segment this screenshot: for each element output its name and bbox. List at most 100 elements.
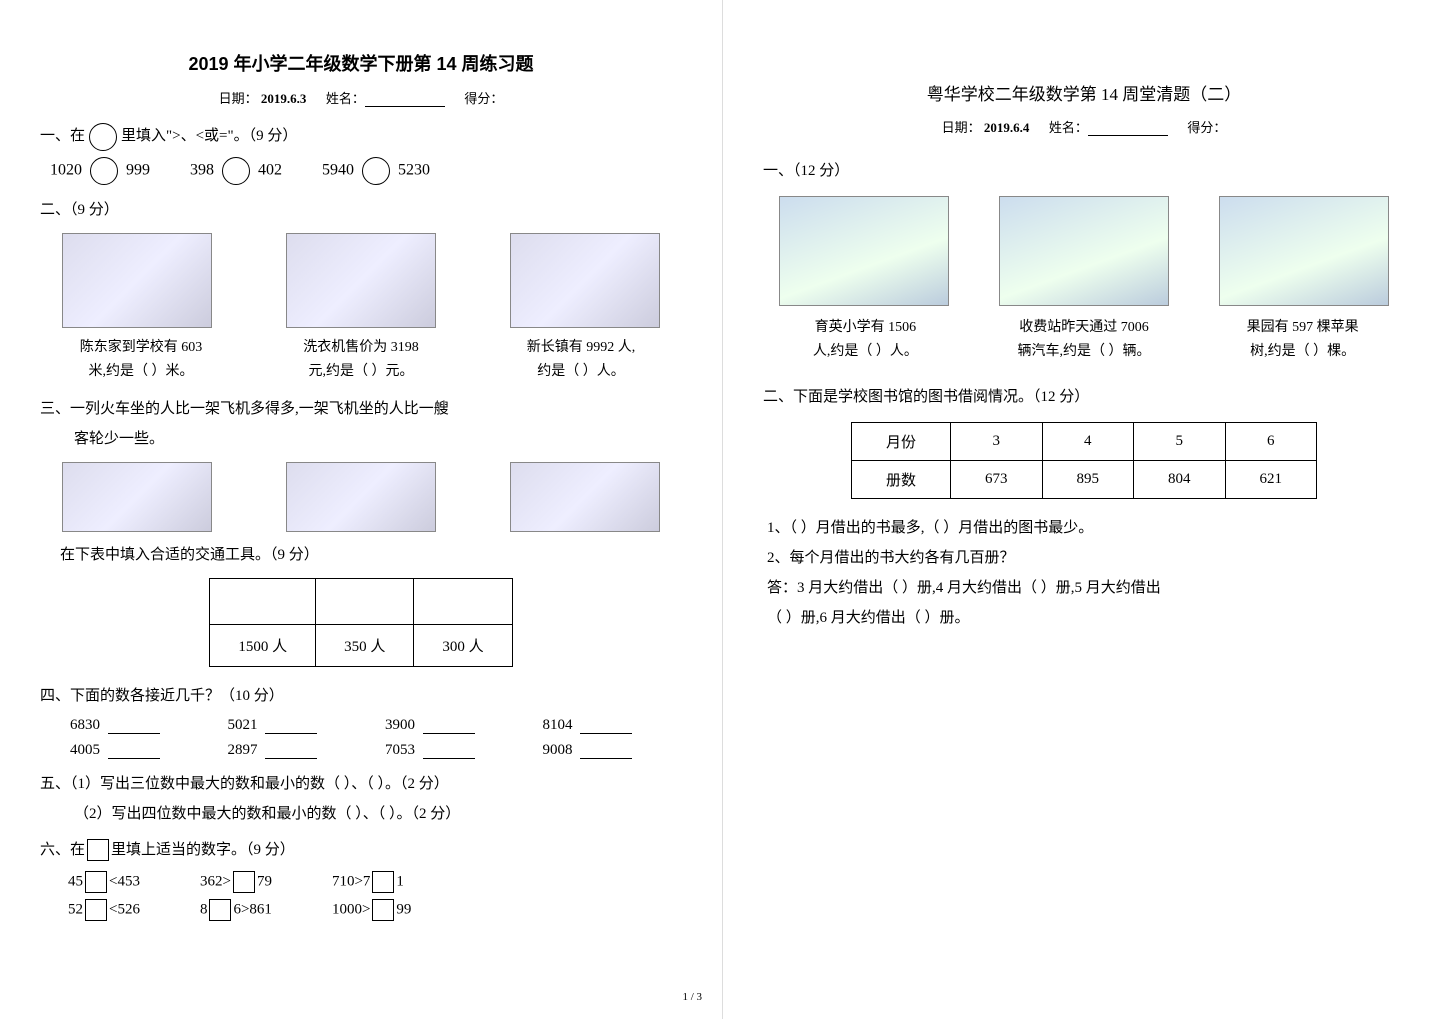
q1-a: 5940 <box>322 162 354 179</box>
cap-l1: 洗衣机售价为 3198 <box>260 336 462 360</box>
q4-item: 4005 <box>70 742 210 759</box>
q6-item: 52<526 <box>68 899 140 921</box>
cap-l2: 约是（ ）人。 <box>480 360 682 384</box>
image-ship <box>510 462 660 532</box>
cap-l2: 树,约是（ ）棵。 <box>1200 340 1405 364</box>
r-q1-images <box>763 196 1405 306</box>
ans-l1: 1、（ ）月借出的书最多,（ ）月借出的图书最少。 <box>767 513 1405 543</box>
compare-circle[interactable] <box>90 157 118 185</box>
q6-label-b: 里填上适当的数字。（9 分） <box>111 842 295 858</box>
q2-cap: 陈东家到学校有 603 米,约是（ ）米。 <box>40 336 242 384</box>
digit-box[interactable] <box>233 871 255 893</box>
q6-item: 1000>99 <box>332 899 411 921</box>
q2-cap: 洗衣机售价为 3198 元,约是（ ）元。 <box>260 336 462 384</box>
image-plane <box>286 462 436 532</box>
cap-l1: 果园有 597 棵苹果 <box>1200 316 1405 340</box>
library-table: 月份 3 4 5 6 册数 673 895 804 621 <box>851 422 1317 499</box>
score-label: 得分： <box>464 91 503 106</box>
cap-l2: 元,约是（ ）元。 <box>260 360 462 384</box>
q4-item: 8104 <box>543 717 683 734</box>
digit-box[interactable] <box>372 871 394 893</box>
fill-blank[interactable] <box>580 745 632 759</box>
q6-item: 362>79 <box>200 871 272 893</box>
cap-l1: 新长镇有 9992 人, <box>480 336 682 360</box>
name-label: 姓名： <box>326 91 365 106</box>
r-cap: 果园有 597 棵苹果 树,约是（ ）棵。 <box>1200 316 1405 364</box>
fill-blank[interactable] <box>265 745 317 759</box>
q3-l1: 三、一列火车坐的人比一架飞机多得多,一架飞机坐的人比一艘 <box>40 394 682 424</box>
q6-label-a: 六、在 <box>40 842 85 858</box>
q5-l1: （1）写出三位数中最大的数和最小的数（ ）、（ ）。（2 分） <box>70 776 449 792</box>
q4-item: 3900 <box>385 717 525 734</box>
q1-a: 398 <box>190 162 214 179</box>
r-q2-label: 二、下面是学校图书馆的图书借阅情况。（12 分） <box>763 382 1405 412</box>
left-page: 2019 年小学二年级数学下册第 14 周练习题 日期： 2019.6.3 姓名… <box>0 0 723 1019</box>
image-town <box>510 233 660 328</box>
r-q1-captions: 育英小学有 1506 人,约是（ ）人。 收费站昨天通过 7006 辆汽车,约是… <box>763 316 1405 364</box>
q4-num: 8104 <box>543 717 573 733</box>
q4-num: 2897 <box>228 742 258 758</box>
q1-b: 402 <box>258 162 282 179</box>
q5-l2: （2）写出四位数中最大的数和最小的数（ ）、（ ）。（2 分） <box>74 806 460 822</box>
image-school <box>62 233 212 328</box>
q4-item: 2897 <box>228 742 368 759</box>
fill-blank[interactable] <box>108 720 160 734</box>
th: 月份 <box>851 422 950 460</box>
q3-images <box>40 462 682 532</box>
digit-box[interactable] <box>85 899 107 921</box>
td: 804 <box>1134 460 1226 498</box>
q4-item: 7053 <box>385 742 525 759</box>
fill-blank[interactable] <box>265 720 317 734</box>
box-icon[interactable] <box>87 839 109 861</box>
q2-cap: 新长镇有 9992 人, 约是（ ）人。 <box>480 336 682 384</box>
r-cap: 收费站昨天通过 7006 辆汽车,约是（ ）辆。 <box>982 316 1187 364</box>
compare-circle[interactable] <box>222 157 250 185</box>
q1-item: 1020 999 <box>50 157 150 185</box>
td: 册数 <box>851 460 950 498</box>
right-page: 粤华学校二年级数学第 14 周堂清题（二） 日期： 2019.6.4 姓名： 得… <box>723 0 1445 1019</box>
q1-label-b: 里填入">、<或="。（9 分） <box>121 128 297 144</box>
image-tollgate <box>999 196 1169 306</box>
compare-circle[interactable] <box>362 157 390 185</box>
td: 673 <box>951 460 1043 498</box>
name-label: 姓名： <box>1049 120 1088 135</box>
cap-l2: 人,约是（ ）人。 <box>763 340 968 364</box>
q6-item: 45<453 <box>68 871 140 893</box>
r-q1-label: 一、（12 分） <box>763 156 1405 186</box>
q4-item: 6830 <box>70 717 210 734</box>
q3-instruction: 在下表中填入合适的交通工具。（9 分） <box>60 540 682 570</box>
q1-b: 5230 <box>398 162 430 179</box>
th: 6 <box>1225 422 1317 460</box>
q6-item: 710>71 <box>332 871 404 893</box>
circle-icon[interactable] <box>89 123 117 151</box>
digit-box[interactable] <box>85 871 107 893</box>
q3-table: 1500 人 350 人 300 人 <box>209 578 512 667</box>
q1-item: 398 402 <box>190 157 282 185</box>
table-cell-blank[interactable] <box>414 578 512 624</box>
th: 4 <box>1042 422 1134 460</box>
table-cell-blank[interactable] <box>316 578 414 624</box>
fill-blank[interactable] <box>108 745 160 759</box>
digit-box[interactable] <box>372 899 394 921</box>
fill-blank[interactable] <box>580 720 632 734</box>
q4-num: 6830 <box>70 717 100 733</box>
fill-blank[interactable] <box>423 745 475 759</box>
name-blank[interactable] <box>1088 122 1168 136</box>
q6: 六、在 里填上适当的数字。（9 分） <box>40 835 682 865</box>
q2-captions: 陈东家到学校有 603 米,约是（ ）米。 洗衣机售价为 3198 元,约是（ … <box>40 336 682 384</box>
cap-l1: 收费站昨天通过 7006 <box>982 316 1187 340</box>
table-cell-blank[interactable] <box>210 578 316 624</box>
name-blank[interactable] <box>365 93 445 107</box>
q6-item: 86>861 <box>200 899 272 921</box>
q3-l2: 客轮少一些。 <box>74 424 682 454</box>
q1-b: 999 <box>126 162 150 179</box>
q4-item: 9008 <box>543 742 683 759</box>
cap-l2: 辆汽车,约是（ ）辆。 <box>982 340 1187 364</box>
digit-box[interactable] <box>209 899 231 921</box>
q4-grid: 6830 5021 3900 8104 4005 2897 7053 9008 <box>70 717 682 759</box>
ans-l3: 答：3 月大约借出（ ）册,4 月大约借出（ ）册,5 月大约借出 <box>767 573 1405 603</box>
page-number: 1 / 3 <box>682 991 702 1003</box>
th: 5 <box>1134 422 1226 460</box>
score-label: 得分： <box>1187 120 1226 135</box>
fill-blank[interactable] <box>423 720 475 734</box>
